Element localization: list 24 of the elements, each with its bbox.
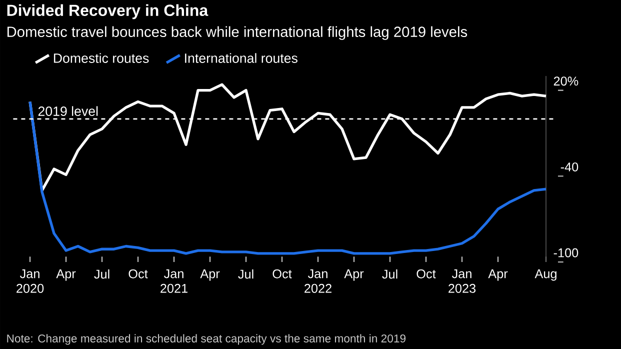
chart-subtitle: Domestic travel bounces back while international flights lag 2019 levels: [7, 26, 468, 40]
y-tick-label: 20%: [554, 76, 578, 86]
x-tick-label: Oct: [272, 269, 292, 278]
x-tick-label: Oct: [416, 269, 436, 278]
x-tick-label: Apr: [200, 269, 220, 281]
x-tick-label: Apr: [56, 269, 76, 281]
x-tick-label: Jan 2022: [304, 269, 332, 293]
chart-title: Divided Recovery in China: [7, 4, 208, 20]
y-tick-label: -40: [560, 162, 578, 172]
x-tick-label: Jan 2021: [160, 269, 188, 293]
text: Note: Change measured in scheduled seat capacity vs the same month in 2019: [7, 334, 406, 345]
x-tick-label: Jul: [94, 269, 110, 279]
x-tick-label: Jul: [382, 269, 398, 279]
x-tick-label: Jan 2020: [16, 269, 44, 293]
x-tick-label: Apr: [488, 269, 508, 281]
y-tick-label: -100: [554, 248, 578, 258]
x-tick-label: Apr: [344, 269, 364, 281]
ref-line-label: 2019 level: [38, 106, 98, 116]
x-tick-label: Jul: [238, 269, 254, 279]
x-tick-label: Jan 2023: [448, 269, 476, 293]
legend-label: Domestic routes: [54, 53, 149, 63]
x-tick-label: Oct: [128, 269, 148, 278]
x-tick-label: Aug: [534, 269, 556, 281]
legend-label: International routes: [185, 53, 298, 63]
